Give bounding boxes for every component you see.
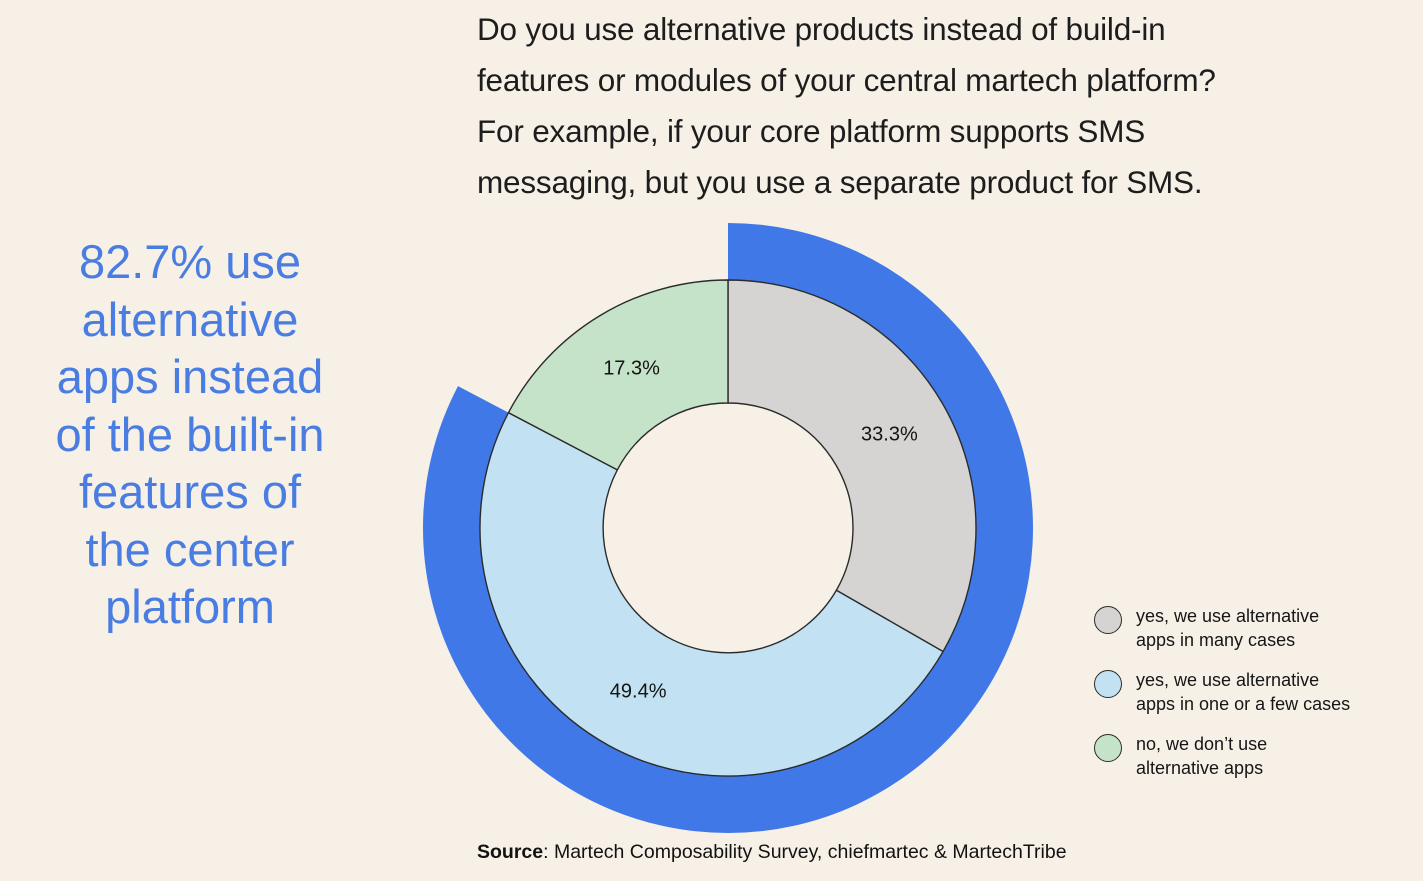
title-line-3: For example, if your core platform suppo…	[477, 113, 1146, 149]
headline-line-3: apps instead	[56, 350, 324, 403]
legend-swatch-lightblue	[1094, 670, 1122, 698]
slice-pct-label-1: 49.4%	[610, 680, 667, 702]
donut-slice-1	[479, 411, 944, 777]
legend-label-few-cases: yes, we use alternative apps in one or a…	[1136, 670, 1351, 714]
donut-chart: 33.3% 49.4% 17.3%	[408, 208, 1048, 848]
chart-question-title: Do you use alternative products instead …	[477, 4, 1216, 208]
donut-chart-svg: 33.3% 49.4% 17.3%	[422, 223, 1033, 834]
slice-pct-label-2: 17.3%	[603, 357, 660, 379]
headline-line-7: platform	[105, 580, 275, 633]
donut-slice-0	[727, 279, 977, 653]
chart-legend: yes, we use alternative apps in many cas…	[1094, 604, 1350, 780]
legend-item-no-alternative: no, we don’t use alternative apps	[1094, 732, 1350, 780]
legend-label-no-alternative: no, we don’t use alternative apps	[1136, 734, 1268, 778]
legend-swatch-green	[1094, 734, 1122, 762]
source-text: : Martech Composability Survey, chiefmar…	[543, 841, 1067, 863]
headline-line-1: 82.7% use	[78, 235, 302, 288]
headline-line-4: of the built-in	[55, 407, 325, 461]
donut-slice-2	[507, 279, 729, 471]
headline-line-6: the center	[85, 522, 295, 576]
title-line-4: messaging, but you use a separate produc…	[477, 164, 1203, 200]
headline-line-2: alternative	[81, 292, 299, 346]
title-line-1: Do you use alternative products instead …	[477, 11, 1166, 47]
slice-pct-label-0: 33.3%	[861, 424, 918, 446]
headline-line-5: features of	[78, 465, 302, 518]
legend-label-many-cases: yes, we use alternative apps in many cas…	[1136, 606, 1320, 650]
headline-stat: 82.7% use alternative apps instead of th…	[22, 233, 358, 636]
legend-swatch-gray	[1094, 606, 1122, 634]
legend-item-few-cases: yes, we use alternative apps in one or a…	[1094, 668, 1350, 716]
source-attribution: Source: Martech Composability Survey, ch…	[477, 841, 1067, 864]
title-line-2: features or modules of your central mart…	[477, 62, 1216, 98]
legend-item-many-cases: yes, we use alternative apps in many cas…	[1094, 604, 1350, 652]
source-label: Source	[477, 841, 544, 863]
